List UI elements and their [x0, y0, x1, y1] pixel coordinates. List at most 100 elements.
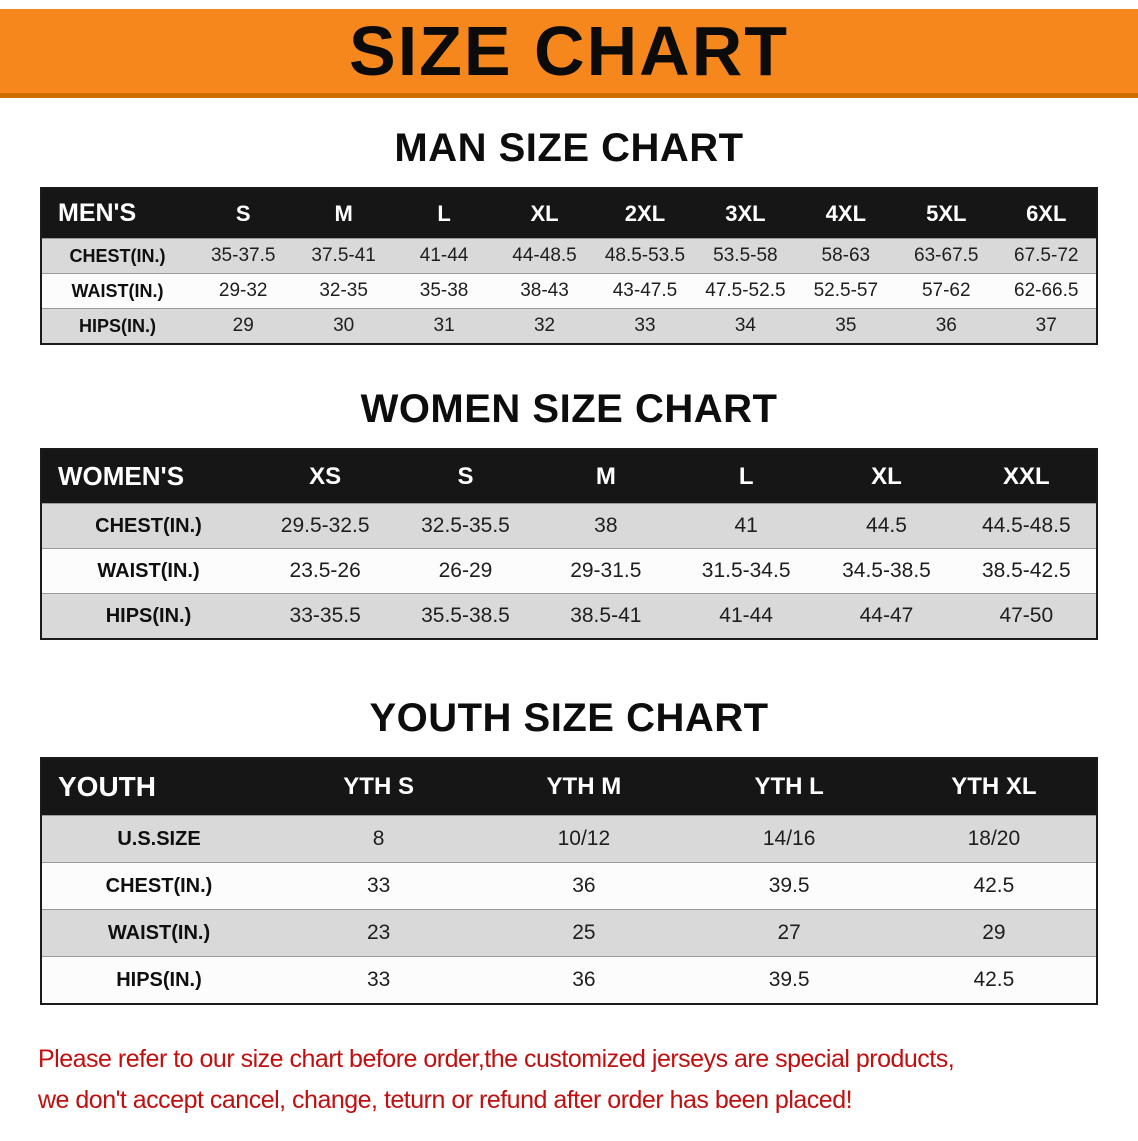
size-value: 42.5 [973, 874, 1015, 897]
measurement-label: WAIST(IN.) [107, 921, 211, 944]
size-value: 33 [366, 874, 391, 897]
size-value: 29 [982, 921, 1006, 944]
size-value: 32-35 [319, 280, 368, 301]
size-column-header: L [675, 449, 817, 504]
header-row: WOMEN'S XS S M L XL XXL [41, 449, 1097, 504]
size-value: 27 [777, 921, 801, 944]
youth-size-section: YOUTH SIZE CHART YOUTH YTH S YTH M YTH L YTH… [0, 696, 1138, 1005]
size-value: 18/20 [967, 827, 1021, 850]
size-value: 35.5-38.5 [421, 604, 510, 627]
size-column-header: XS [255, 449, 396, 504]
measurement-label: HIPS(IN.) [116, 968, 202, 991]
size-value: 62-66.5 [1014, 280, 1079, 301]
size-column-header: YTH M [481, 758, 687, 816]
size-column-header: S [193, 188, 294, 239]
size-value: 31 [433, 315, 455, 336]
measurement-label: CHEST(IN.) [95, 514, 202, 537]
size-column-header: 4XL [795, 188, 897, 239]
size-value: 63-67.5 [914, 245, 979, 266]
size-value: 36 [935, 315, 957, 336]
footer-note-line-1: Please refer to our size chart before or… [38, 1045, 955, 1073]
women-size-section: WOMEN SIZE CHART WOMEN'S XS S M L XL XXL CHEST(… [0, 387, 1138, 640]
table-row: WAIST(IN.) 29-32 32-35 35-38 38-43 43-47.5 47.… [41, 273, 1097, 309]
size-column-header: 2XL [594, 188, 696, 239]
size-value: 41-44 [719, 604, 773, 627]
size-value: 39.5 [768, 968, 810, 991]
size-column-header: XL [816, 449, 957, 504]
size-value: 14/16 [762, 827, 816, 850]
size-value: 58-63 [821, 245, 871, 266]
size-value: 34.5-38.5 [842, 559, 931, 582]
size-column-header: M [293, 188, 394, 239]
men-section-heading: MAN SIZE CHART [394, 126, 744, 170]
size-value: 30 [333, 315, 355, 336]
measurement-label: HIPS(IN.) [78, 315, 156, 336]
size-value: 37.5-41 [311, 245, 376, 266]
measurement-label: U.S.SIZE [117, 827, 201, 850]
size-value: 29.5-32.5 [280, 514, 370, 537]
size-value: 44.5 [866, 514, 907, 537]
size-value: 26-29 [438, 559, 493, 582]
size-value: 32.5-35.5 [421, 514, 510, 537]
size-value: 23.5-26 [289, 559, 361, 582]
size-column-header: S [395, 449, 536, 504]
size-value: 29 [232, 315, 254, 336]
size-value: 41-44 [419, 245, 469, 266]
measurement-label: CHEST(IN.) [105, 874, 213, 897]
size-value: 32 [533, 315, 556, 336]
size-column-header: M [535, 449, 676, 504]
table-row: CHEST(IN.) 33 36 39.5 42.5 [41, 862, 1097, 910]
size-column-header: XXL [956, 449, 1097, 504]
size-value: 38.5-41 [570, 604, 642, 627]
banner-title: SIZE CHART [349, 12, 789, 90]
size-value: 67.5-72 [1014, 245, 1079, 266]
men-size-section: MAN SIZE CHART MEN'S S M L XL 2XL 3XL 4XL 5XL 6XL… [0, 126, 1138, 345]
size-column-header: 6XL [996, 188, 1097, 239]
size-column-header: 3XL [695, 188, 796, 239]
size-value: 53.5-58 [713, 245, 778, 266]
size-value: 44.5-48.5 [981, 514, 1071, 537]
size-value: 47-50 [999, 604, 1054, 627]
header-row: YOUTH YTH S YTH M YTH L YTH XL [41, 758, 1097, 816]
table-row: HIPS(IN.) 29 30 31 32 33 34 35 36 37 [41, 308, 1097, 344]
size-column-header: L [393, 188, 495, 239]
size-value: 43-47.5 [612, 280, 678, 301]
table-corner-label: WOMEN'S [41, 449, 255, 504]
size-column-header: XL [494, 188, 595, 239]
footer-note: Please refer to our size chart before or… [38, 1039, 1118, 1122]
size-value: 25 [572, 921, 596, 944]
size-value: 33 [634, 315, 656, 336]
size-value: 8 [372, 827, 385, 850]
size-value: 36 [572, 874, 596, 897]
footer-note-line-2: we don't accept cancel, change, teturn o… [38, 1086, 853, 1115]
size-value: 41 [734, 514, 758, 537]
size-value: 38 [594, 514, 618, 537]
size-column-header: YTH S [276, 758, 482, 816]
measurement-label: CHEST(IN.) [69, 245, 166, 266]
size-value: 33 [366, 968, 391, 991]
table-row: U.S.SIZE 8 10/12 14/16 18/20 [41, 815, 1097, 863]
table-corner-label: YOUTH [41, 758, 276, 816]
size-column-header: YTH XL [891, 758, 1097, 816]
measurement-label: WAIST(IN.) [71, 280, 164, 301]
size-value: 34 [734, 315, 756, 336]
size-value: 35-38 [419, 280, 469, 301]
size-value: 47.5-52.5 [705, 280, 786, 301]
size-value: 57-62 [921, 280, 971, 301]
size-column-header: YTH L [686, 758, 892, 816]
size-value: 38-43 [520, 280, 569, 301]
size-value: 35 [835, 315, 857, 336]
table-row: HIPS(IN.) 33 36 39.5 42.5 [41, 956, 1097, 1004]
header-row: MEN'S S M L XL 2XL 3XL 4XL 5XL 6XL [41, 188, 1097, 239]
size-value: 44-48.5 [512, 245, 577, 266]
size-value: 29-31.5 [570, 559, 642, 582]
size-value: 10/12 [557, 827, 611, 850]
size-value: 38.5-42.5 [981, 559, 1071, 582]
women-size-table: WOMEN'S XS S M L XL XXL CHEST(IN.) 29.5-32.5 32.5… [40, 448, 1098, 640]
men-size-table: MEN'S S M L XL 2XL 3XL 4XL 5XL 6XL CHEST(IN.) 35-37… [40, 187, 1098, 345]
size-value: 23 [366, 921, 391, 944]
size-value: 36 [572, 968, 596, 991]
size-value: 44-47 [859, 604, 914, 627]
size-value: 33-35.5 [289, 604, 361, 627]
size-column-header: 5XL [896, 188, 997, 239]
